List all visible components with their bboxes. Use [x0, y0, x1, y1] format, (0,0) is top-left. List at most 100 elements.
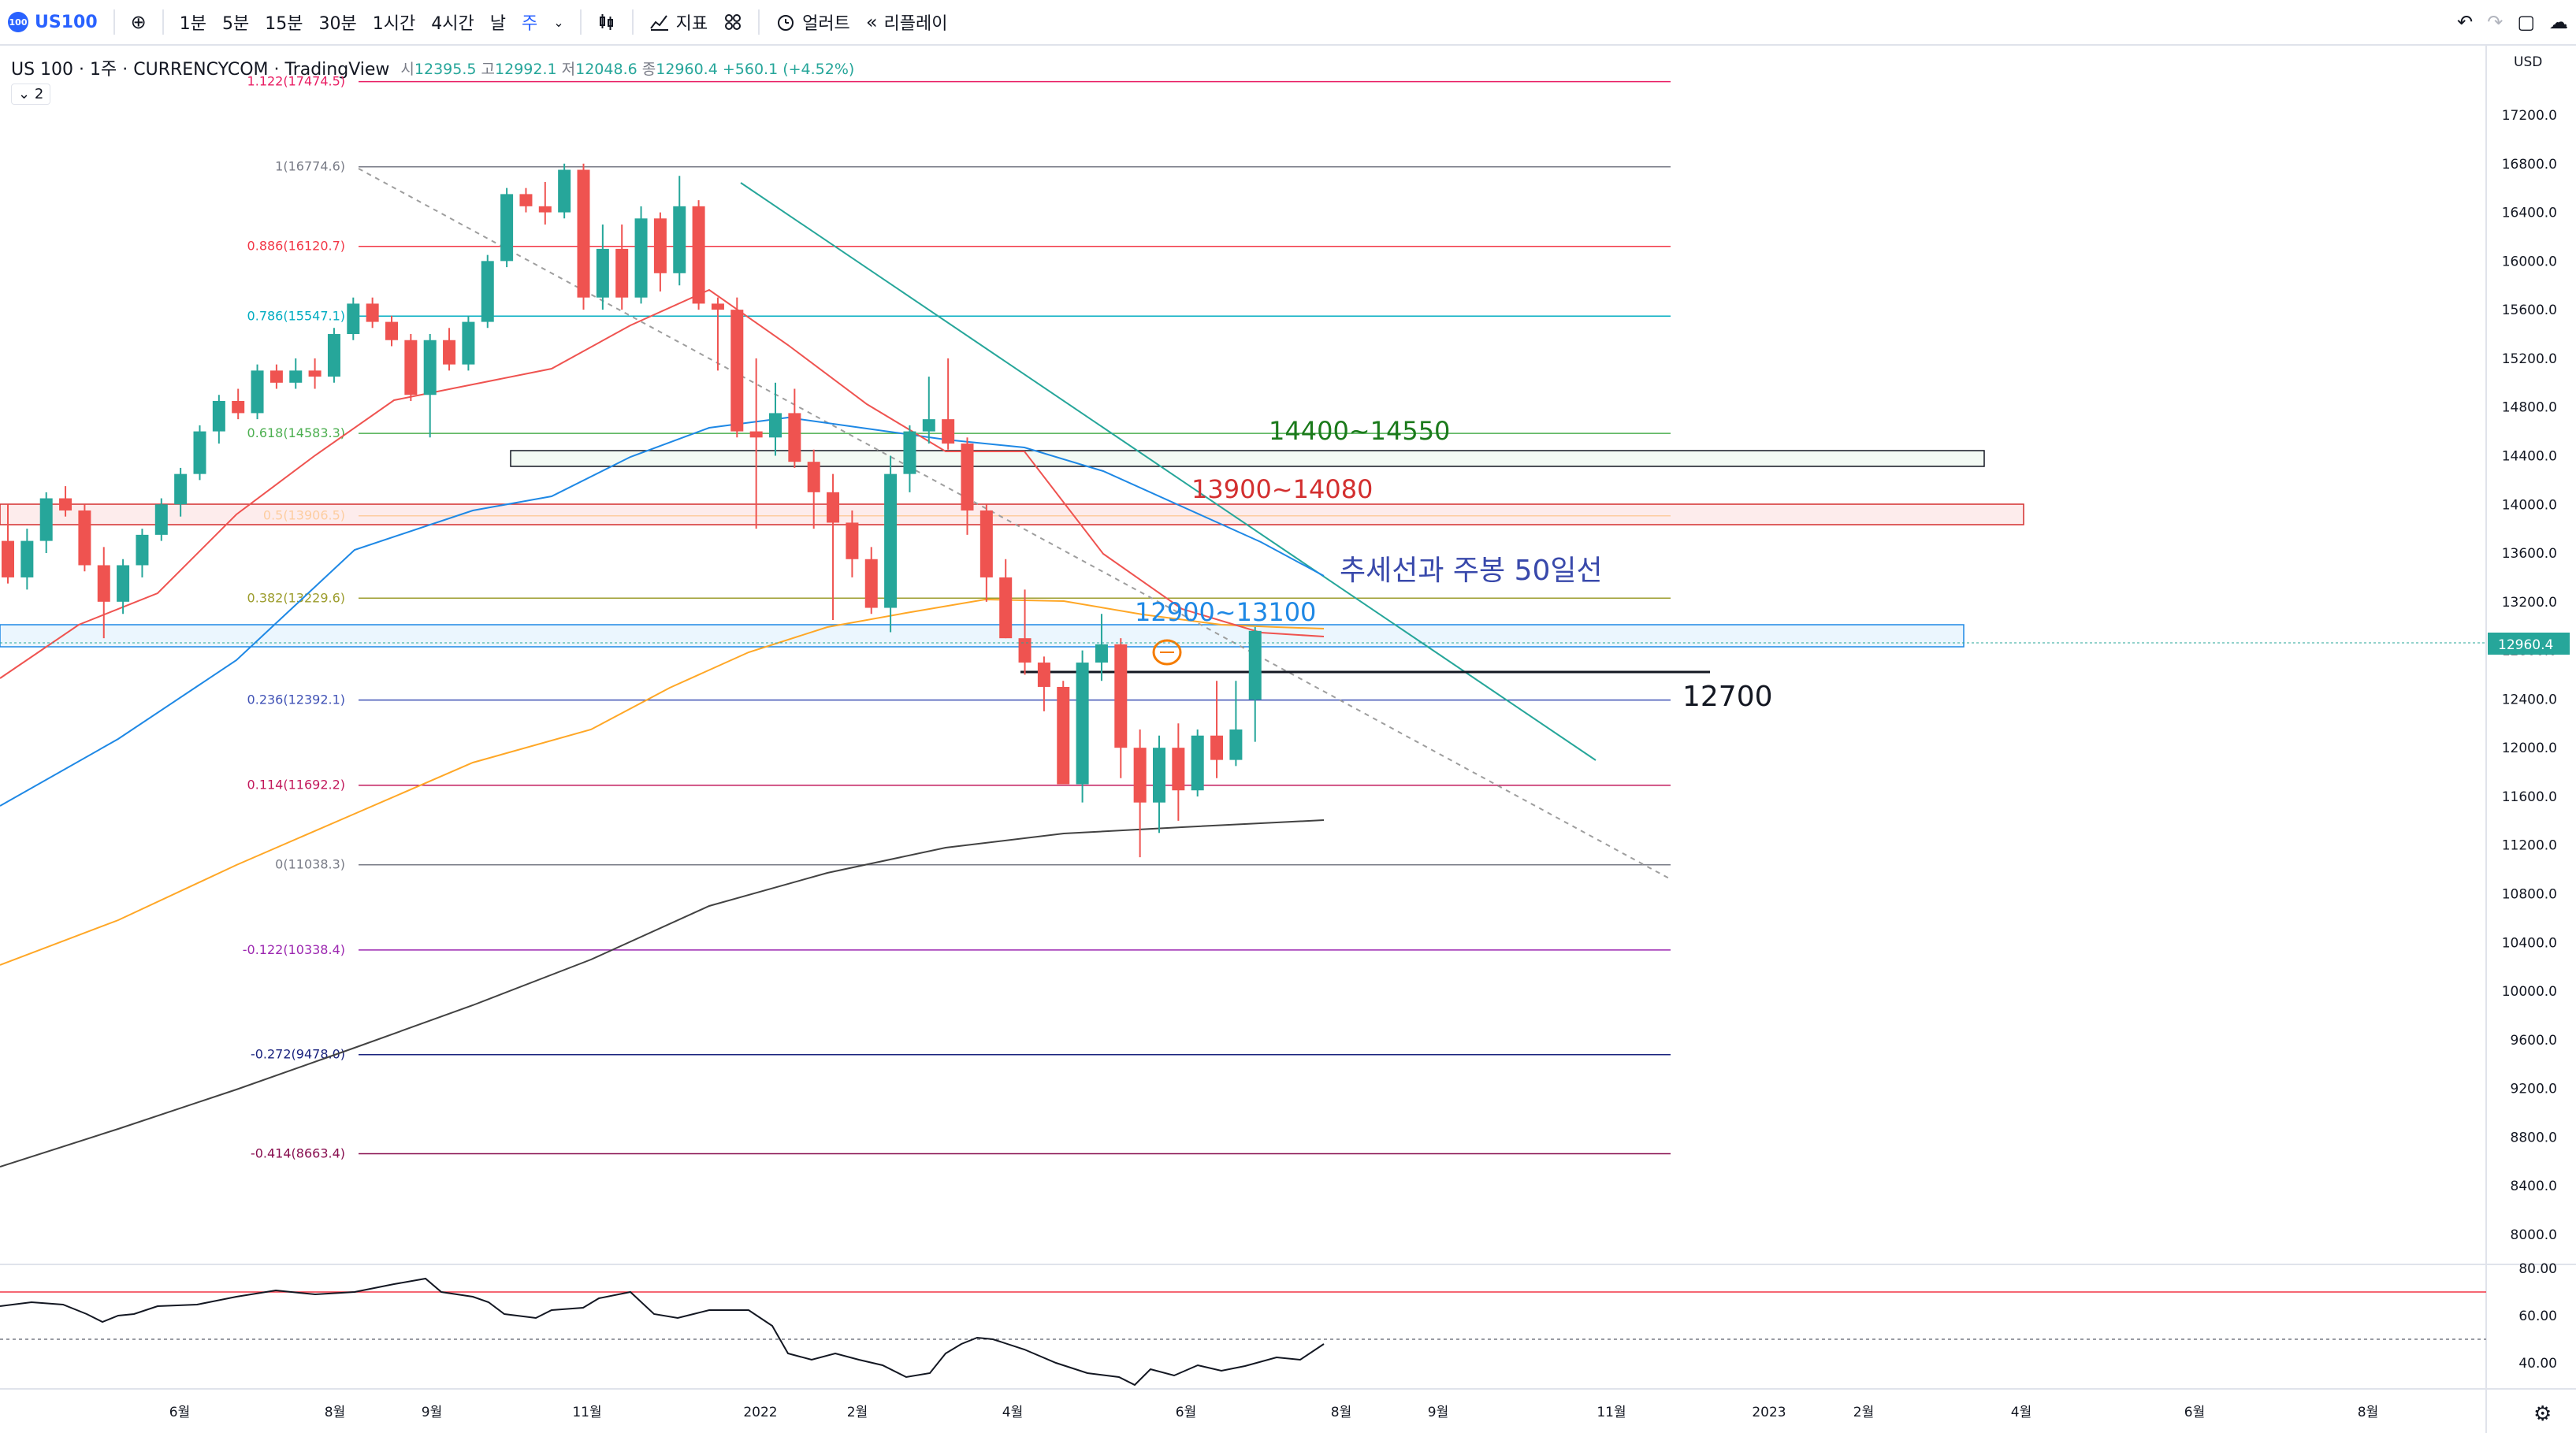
candle-body [232, 400, 245, 414]
fullscreen-icon[interactable]: ▢ [2517, 11, 2535, 33]
candle-body [922, 419, 935, 432]
price-tick-label: 11600.0 [2502, 789, 2557, 805]
rsi-line [0, 1277, 1325, 1387]
currency-label[interactable]: USD [2514, 54, 2542, 70]
current-price-badge [2488, 633, 2570, 655]
current-price-value: 12960.4 [2498, 637, 2553, 653]
trend-annotation[interactable]: 추세선과 주봉 50일선 [1340, 555, 1603, 587]
interval-week-label: 주 [521, 14, 538, 34]
time-tick-label: 2022 [743, 1405, 777, 1420]
toolbar-right-group: ↶ ↷ ▢ ☁ [2457, 0, 2576, 44]
candle-body [308, 370, 322, 377]
candle-body [749, 431, 763, 438]
price-tick-label: 8000.0 [2511, 1227, 2557, 1243]
toolbar-divider [579, 9, 582, 35]
time-tick-label: 2월 [847, 1405, 868, 1420]
change-value: +560.1 (+4.52%) [722, 60, 855, 78]
candle-body [903, 431, 916, 474]
candle-body [97, 565, 110, 602]
price-tick-label: 14800.0 [2502, 400, 2557, 416]
candle-body [269, 370, 283, 383]
top-toolbar: 100 US100 ⊕ 1분 5분 15분 30분 1시간 4시간 날 주 ⌄ … [0, 0, 2576, 46]
cloud-icon[interactable]: ☁ [2549, 11, 2568, 33]
legend-title[interactable]: US 100 · 1주 · CURRENCYCOM · TradingView [11, 60, 390, 80]
price-chart[interactable]: USD 1.122(17474.5) 1(16774.6) 0.886(16120.… [0, 46, 2576, 1433]
legend-ohlc: 시12395.5 고12992.1 저12048.6 종12960.4 +560… [400, 58, 854, 79]
interval-4h[interactable]: 4시간 [431, 14, 474, 34]
replay-icon: « [865, 11, 878, 33]
candle-body [979, 510, 993, 577]
high-value: 12992.1 [495, 60, 557, 78]
price-tick-label: 11200.0 [2502, 838, 2557, 854]
symbol-selector[interactable]: 100 US100 [0, 12, 106, 32]
settings-icon[interactable]: ⚙ [2533, 1402, 2552, 1426]
interval-15m[interactable]: 15분 [265, 14, 303, 34]
interval-5m[interactable]: 5분 [222, 14, 250, 34]
time-tick-label: 9월 [1428, 1405, 1448, 1420]
candle-body [1076, 663, 1089, 785]
candle-body [827, 492, 840, 523]
undo-icon[interactable]: ↶ [2457, 11, 2474, 33]
price-tick-label: 10000.0 [2502, 984, 2557, 1000]
toolbar-divider [631, 9, 634, 35]
indicators-button[interactable]: 지표 [641, 9, 716, 35]
interval-day[interactable]: 날 [489, 14, 506, 34]
fib-level-label: 0.886(16120.7) [247, 239, 345, 254]
candle-body [1191, 735, 1204, 791]
candle-body [692, 206, 705, 304]
zone-12900-13100[interactable] [0, 624, 1965, 648]
redo-icon[interactable]: ↷ [2487, 11, 2504, 33]
price-tick-label: 13200.0 [2502, 595, 2557, 611]
candle-body [1248, 630, 1262, 700]
interval-week[interactable]: 주 [514, 9, 545, 35]
high-label: 고 [481, 60, 496, 78]
candle-body [730, 310, 744, 432]
zone-14400-14550[interactable] [510, 450, 1985, 467]
candle-body [347, 303, 360, 335]
candle-body [1133, 748, 1147, 803]
rsi-tick-label: 60.00 [2518, 1309, 2557, 1324]
candle-body [961, 444, 974, 510]
open-value: 12395.5 [414, 60, 477, 78]
symbol-logo-icon: 100 [8, 12, 28, 32]
price-tick-label: 14000.0 [2502, 497, 2557, 513]
candle-body [212, 400, 225, 432]
interval-1h[interactable]: 1시간 [372, 14, 416, 34]
candle-body [653, 218, 667, 273]
replay-button[interactable]: « 리플레이 [858, 9, 956, 35]
interval-1m[interactable]: 1분 [179, 14, 206, 34]
indicator-count-toggle[interactable]: ⌄ 2 [11, 84, 51, 105]
candle-body [117, 565, 130, 602]
plus-icon: ⊕ [130, 11, 147, 33]
zone2-annotation[interactable]: 13900~14080 [1191, 474, 1373, 504]
chart-type-button[interactable] [589, 13, 624, 32]
replay-label: 리플레이 [883, 14, 948, 34]
support-annotation[interactable]: 12700 [1682, 681, 1773, 713]
compare-button[interactable]: ⊕ [123, 11, 154, 33]
price-tick-label: 10800.0 [2502, 887, 2557, 903]
candles-icon [599, 14, 613, 30]
price-tick-label: 15200.0 [2502, 351, 2557, 367]
zone1-annotation[interactable]: 14400~14550 [1269, 416, 1450, 446]
interval-30m[interactable]: 30분 [318, 14, 357, 34]
fib-retracement[interactable]: 1.122(17474.5) 1(16774.6) 0.886(16120.7) 0.… [243, 74, 1671, 1161]
alarm-icon [778, 15, 794, 31]
alert-button[interactable]: 얼러트 [768, 9, 858, 35]
candle-body [942, 419, 955, 444]
time-tick-label: 2월 [1853, 1405, 1874, 1420]
price-axis[interactable]: 17200.0 16800.0 16400.0 16000.0 15600.0 15200… [2502, 108, 2557, 1243]
teal-trendline[interactable] [740, 182, 1597, 761]
zone3-annotation[interactable]: 12900~13100 [1135, 597, 1316, 627]
candle-body [1037, 663, 1050, 687]
zone-13900-14080[interactable] [0, 503, 2024, 525]
candle-body [1114, 644, 1128, 748]
templates-button[interactable] [716, 13, 750, 32]
close-label: 종 [641, 60, 656, 78]
highlight-circle[interactable] [1152, 639, 1182, 666]
rsi-axis[interactable]: 80.00 60.00 40.00 [2518, 1261, 2557, 1372]
fib-level-label: -0.414(8663.4) [251, 1146, 345, 1161]
time-axis[interactable]: 6월 8월 9월 11월 2022 2월 4월 6월 8월 9월 11월 2023 2월 4월 6월 8월 [169, 1405, 2378, 1420]
candle-body [174, 473, 188, 505]
candle-body [558, 169, 571, 213]
interval-dropdown[interactable]: ⌄ [545, 15, 571, 30]
